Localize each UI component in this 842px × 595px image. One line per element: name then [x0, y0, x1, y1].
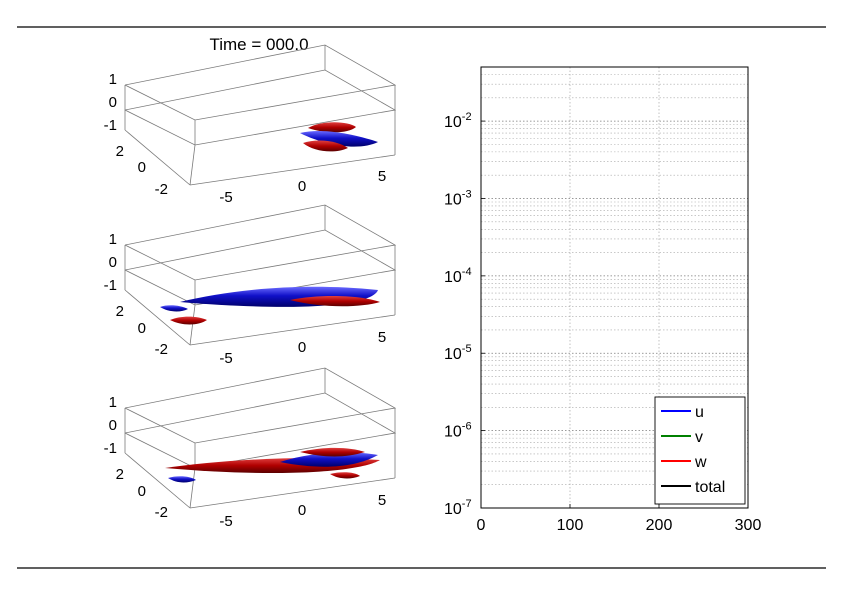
y-tick-label: -2 — [155, 504, 168, 521]
isosurface-blobs — [160, 286, 380, 325]
x-tick-label: 5 — [378, 492, 386, 509]
z-tick-label: 1 — [109, 71, 117, 88]
y-tick-label: -2 — [155, 341, 168, 358]
y-tick-label: 0 — [138, 159, 146, 176]
x-tick-label: 300 — [735, 517, 762, 534]
y-tick-label: 0 — [138, 320, 146, 337]
legend-label-total: total — [695, 479, 725, 496]
blue-isosurface — [160, 305, 188, 312]
panel-3d-3: 1 0 -1 2 0 -2 -5 0 5 — [104, 367, 397, 530]
red-isosurface — [303, 140, 348, 152]
y-tick-label: -2 — [155, 181, 168, 198]
legend-label-u: u — [695, 404, 704, 421]
panel-3d-1: 1 0 -1 2 0 -2 -5 0 5 — [104, 44, 397, 206]
z-tick-label: 1 — [109, 394, 117, 411]
x-tick-label: 0 — [298, 178, 306, 195]
x-tick-label: 100 — [557, 517, 584, 534]
red-isosurface — [290, 296, 380, 307]
legend-label-w: w — [694, 454, 707, 471]
chart-legend: uvw total — [654, 396, 746, 505]
x-tick-label: -5 — [219, 189, 232, 206]
isosurface-blobs — [165, 447, 380, 483]
y-tick-label: 10-4 — [444, 266, 472, 286]
z-tick-label: 0 — [109, 417, 117, 434]
x-tick-label: 0 — [477, 517, 486, 534]
y-tick-label: 10-3 — [444, 188, 472, 208]
blue-isosurface — [280, 452, 378, 467]
x-tick-label: 0 — [298, 502, 306, 519]
z-tick-label: -1 — [104, 117, 117, 134]
x-tick-label: 5 — [378, 168, 386, 185]
y-tick-label: 10-7 — [444, 498, 472, 518]
panel-3d-box — [124, 44, 397, 186]
z-tick-label: 1 — [109, 231, 117, 248]
panel-3d-2: 1 0 -1 2 0 -2 -5 0 5 — [104, 204, 397, 367]
red-isosurface — [300, 447, 365, 457]
plot-area-frame — [480, 66, 749, 509]
red-isosurface — [308, 122, 356, 133]
y-tick-label: 10-5 — [444, 343, 472, 363]
panel-3d-box — [124, 204, 397, 346]
energy-chart: 0 100 200 300 10-7 10-6 10-5 10-4 10-3 10-2 uvw to… — [444, 66, 761, 534]
red-isosurface — [170, 316, 207, 325]
z-tick-label: -1 — [104, 277, 117, 294]
z-tick-label: 0 — [109, 94, 117, 111]
y-tick-label: 2 — [116, 303, 124, 320]
y-tick-label: 2 — [116, 466, 124, 483]
x-tick-label: 200 — [646, 517, 673, 534]
figure-title: Time = 000.0 — [209, 35, 308, 54]
x-tick-label: 5 — [378, 329, 386, 346]
y-tick-label: 2 — [116, 143, 124, 160]
z-tick-label: -1 — [104, 440, 117, 457]
legend-label-v: v — [695, 429, 703, 446]
x-tick-label: 0 — [298, 339, 306, 356]
panel-3d-box — [124, 367, 397, 509]
y-tick-label: 0 — [138, 483, 146, 500]
y-tick-label: 10-6 — [444, 421, 472, 441]
x-tick-label: -5 — [219, 350, 232, 367]
chart-ticks: 0 100 200 300 10-7 10-6 10-5 10-4 10-3 10-2 — [444, 111, 761, 534]
blue-isosurface — [300, 131, 378, 147]
y-tick-label: 10-2 — [444, 111, 472, 131]
z-tick-label: 0 — [109, 254, 117, 271]
blue-isosurface — [168, 476, 196, 483]
x-tick-label: -5 — [219, 513, 232, 530]
isosurface-blobs — [300, 122, 378, 152]
chart-grid — [481, 67, 748, 508]
red-isosurface — [330, 472, 360, 479]
